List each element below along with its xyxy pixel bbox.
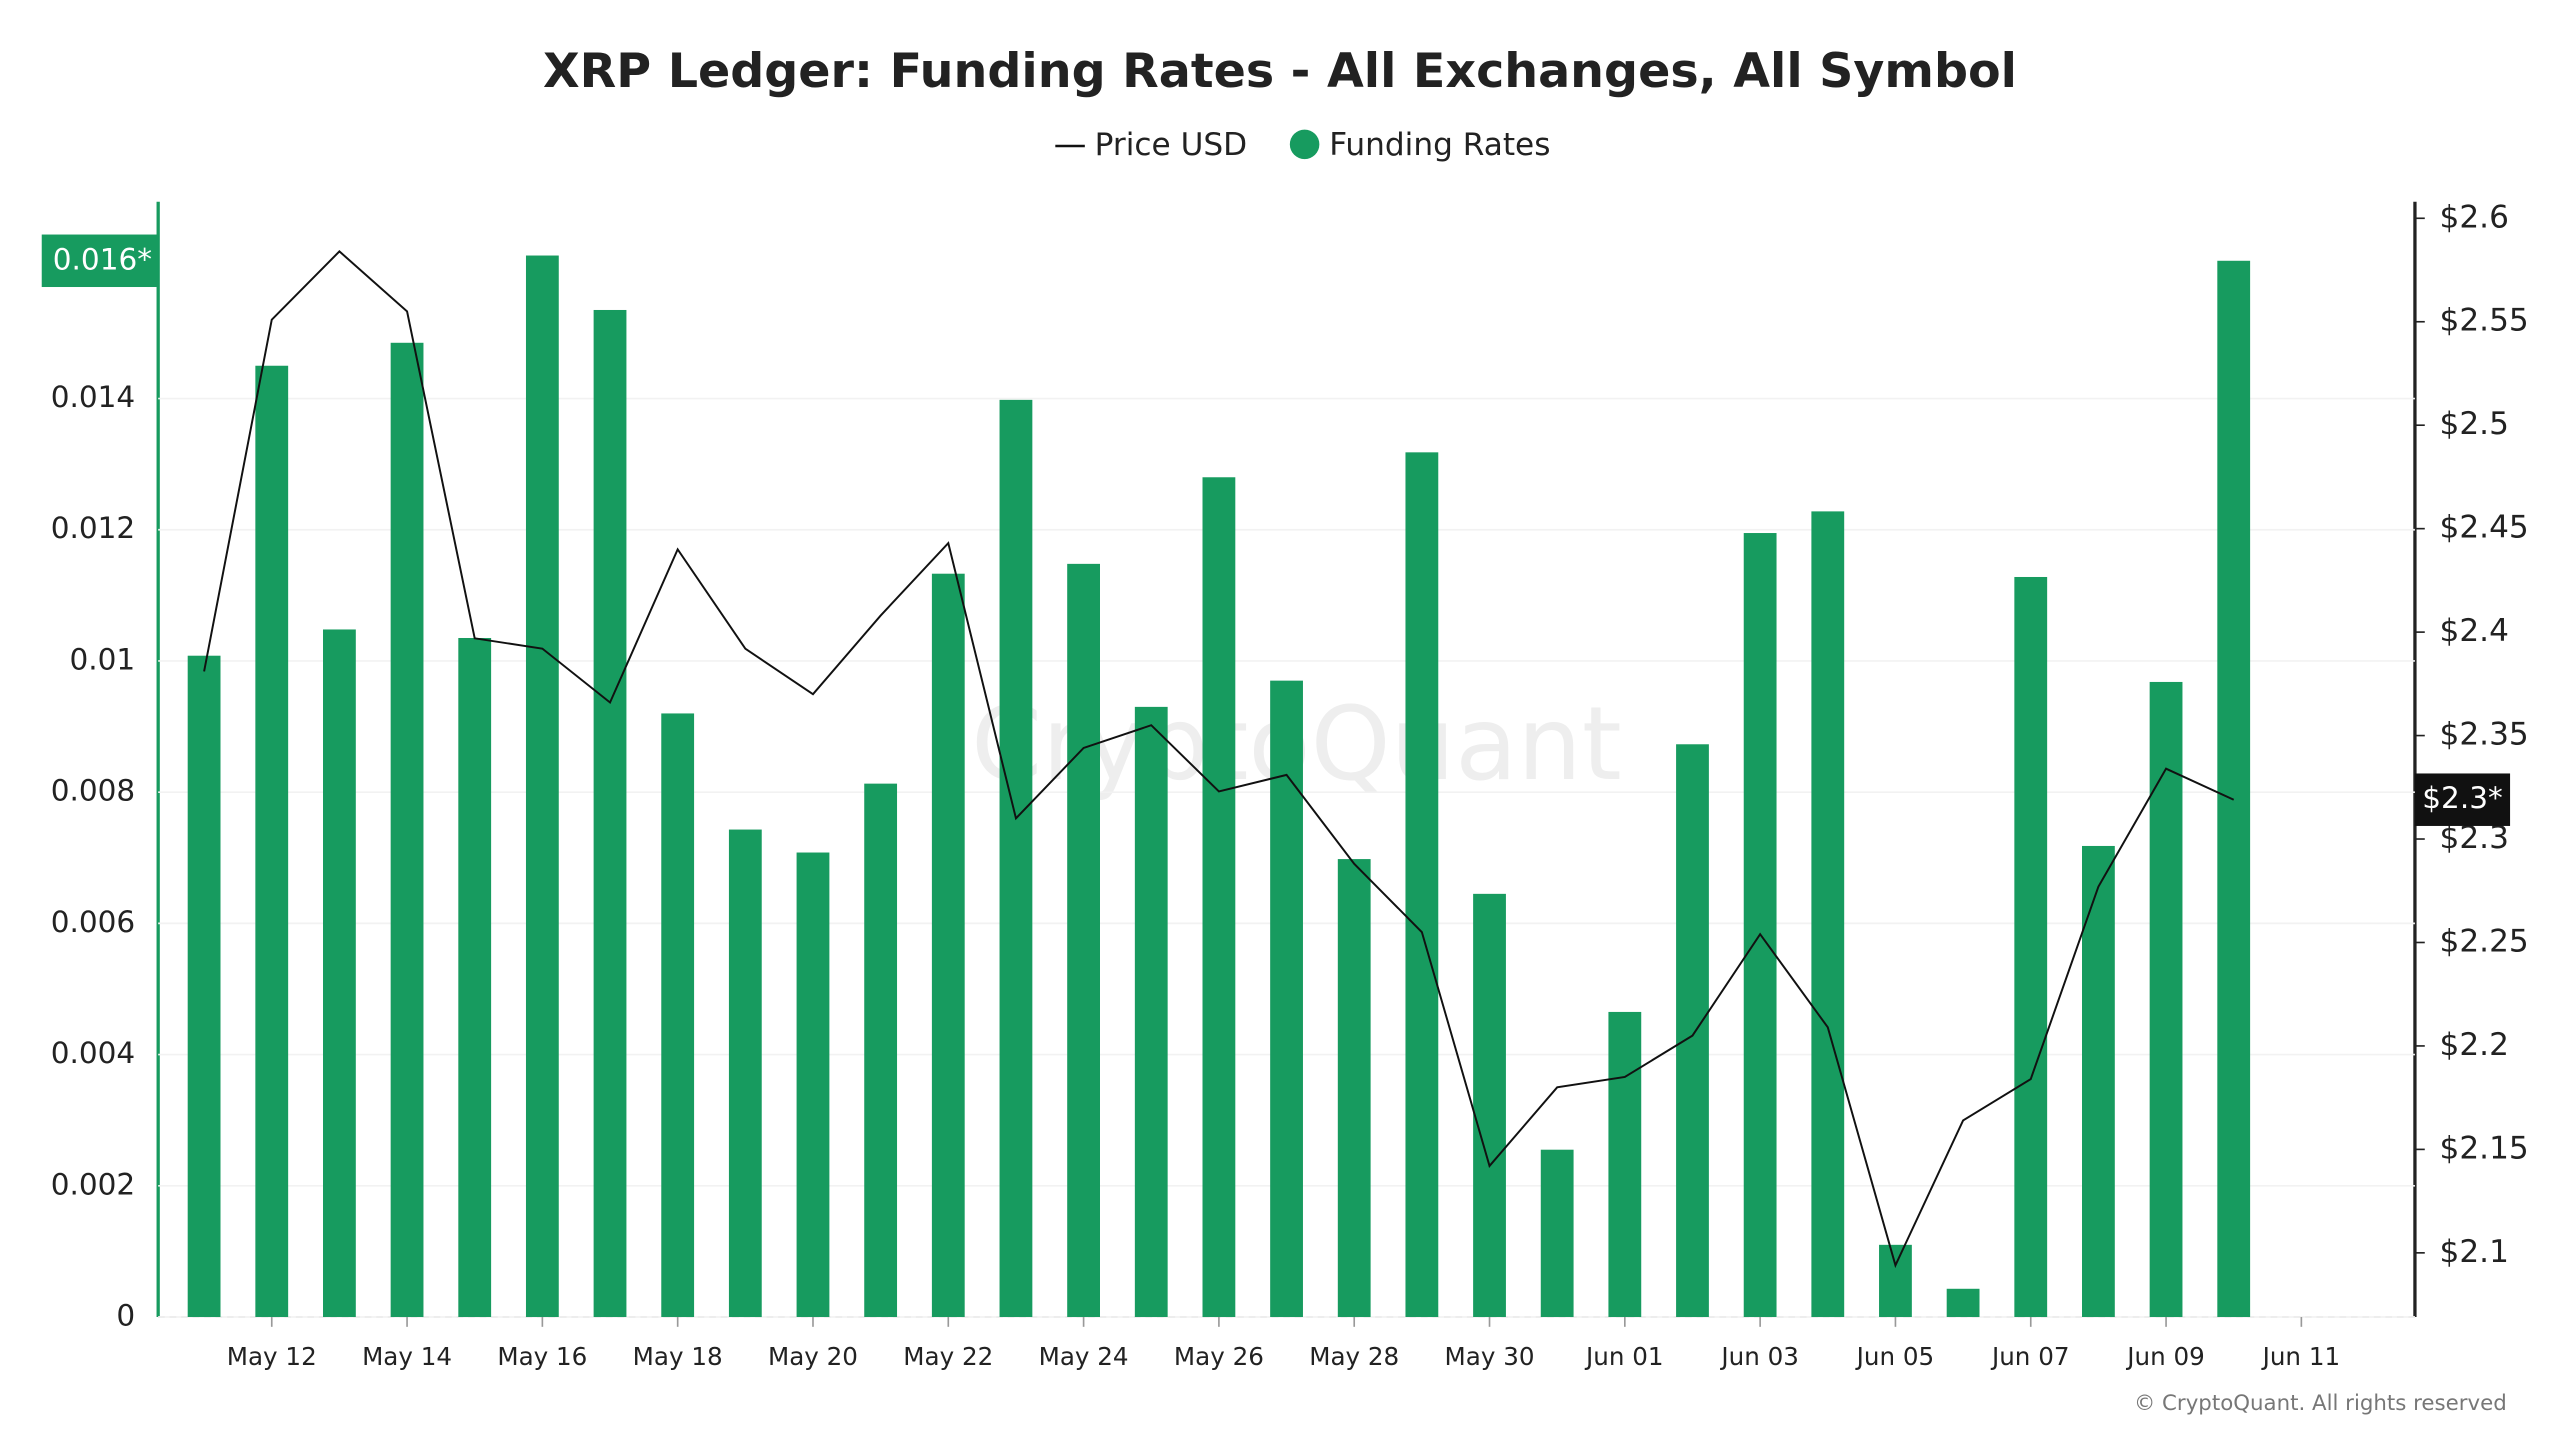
legend-label: Funding Rates xyxy=(1329,127,1550,163)
y-tick-label: 0.014 xyxy=(51,380,136,414)
bar xyxy=(728,829,762,1317)
current-badge xyxy=(2414,773,2511,826)
legend-label: Price USD xyxy=(1095,127,1247,163)
y2-tick-label: $2.1 xyxy=(2440,1234,2509,1270)
y-tick-label: 0.004 xyxy=(51,1036,136,1070)
x-tick-label: May 24 xyxy=(1039,1342,1129,1371)
bar xyxy=(1405,452,1439,1317)
y2-tick-label: $2.25 xyxy=(2440,923,2529,959)
bar xyxy=(2149,681,2183,1317)
bar xyxy=(1743,533,1777,1317)
x-tick-label: Jun 09 xyxy=(2125,1342,2205,1371)
bar xyxy=(593,309,627,1317)
bar xyxy=(796,852,830,1317)
x-tick-label: May 30 xyxy=(1445,1342,1535,1371)
bar xyxy=(187,655,221,1317)
current-badge xyxy=(41,234,159,288)
y2-tick-label: $2.2 xyxy=(2440,1027,2509,1063)
chart-title: XRP Ledger: Funding Rates - All Exchange… xyxy=(543,44,2017,99)
x-tick-label: Jun 07 xyxy=(1990,1342,2070,1371)
y-tick-label: 0 xyxy=(116,1298,135,1332)
copyright: © CryptoQuant. All rights reserved xyxy=(2134,1391,2507,1416)
bar xyxy=(1473,893,1506,1317)
bar xyxy=(1608,1011,1642,1317)
y2-tick-label: $2.55 xyxy=(2440,303,2529,339)
x-tick-label: May 22 xyxy=(903,1342,993,1371)
y2-tick-label: $2.15 xyxy=(2440,1130,2529,1166)
bar xyxy=(323,629,356,1317)
y2-tick-label: $2.35 xyxy=(2440,717,2529,753)
bar xyxy=(255,365,289,1317)
bar xyxy=(661,713,695,1317)
bar xyxy=(1067,563,1100,1317)
bar xyxy=(390,342,424,1317)
bar xyxy=(1811,511,1845,1317)
y-tick-label: 0.008 xyxy=(51,774,136,808)
x-tick-label: Jun 05 xyxy=(1855,1342,1935,1371)
bar xyxy=(999,399,1033,1317)
bar xyxy=(2082,845,2115,1317)
y2-tick-label: $2.6 xyxy=(2440,199,2509,235)
y2-tick-label: $2.45 xyxy=(2440,510,2529,546)
y2-tick-label: $2.3 xyxy=(2440,820,2509,856)
y-tick-label: 0.012 xyxy=(51,511,136,545)
y2-tick-label: $2.5 xyxy=(2440,406,2509,442)
current-label: 0.016* xyxy=(53,242,152,276)
bar xyxy=(525,255,559,1317)
bar xyxy=(1202,477,1236,1317)
x-tick-label: May 12 xyxy=(227,1342,317,1371)
bar xyxy=(1270,680,1303,1317)
x-tick-label: May 16 xyxy=(497,1342,587,1371)
bar xyxy=(864,783,898,1317)
x-tick-label: Jun 11 xyxy=(2261,1342,2341,1371)
bar xyxy=(1337,859,1371,1317)
current-label: $2.3* xyxy=(2422,781,2502,815)
y-tick-label: 0.006 xyxy=(51,905,136,939)
legend-swatch xyxy=(1289,129,1320,160)
x-tick-label: May 28 xyxy=(1309,1342,1399,1371)
y2-tick-label: $2.4 xyxy=(2440,613,2509,649)
x-tick-label: May 26 xyxy=(1174,1342,1264,1371)
y-tick-label: 0.01 xyxy=(69,642,135,676)
bar xyxy=(2217,260,2251,1317)
bar xyxy=(1540,1149,1574,1317)
price-line xyxy=(203,250,2235,1269)
bar xyxy=(1946,1288,1980,1317)
bar xyxy=(2014,576,2048,1317)
x-tick-label: Jun 01 xyxy=(1584,1342,1664,1371)
bar xyxy=(1134,706,1168,1317)
y-tick-label: 0.002 xyxy=(51,1167,136,1201)
bar xyxy=(931,573,965,1317)
x-tick-label: May 18 xyxy=(633,1342,723,1371)
bar xyxy=(1676,744,1709,1317)
x-tick-label: May 20 xyxy=(768,1342,858,1371)
bar xyxy=(1879,1244,1912,1317)
x-tick-label: May 14 xyxy=(362,1342,452,1371)
bar xyxy=(458,637,492,1317)
x-tick-label: Jun 03 xyxy=(1719,1342,1799,1371)
